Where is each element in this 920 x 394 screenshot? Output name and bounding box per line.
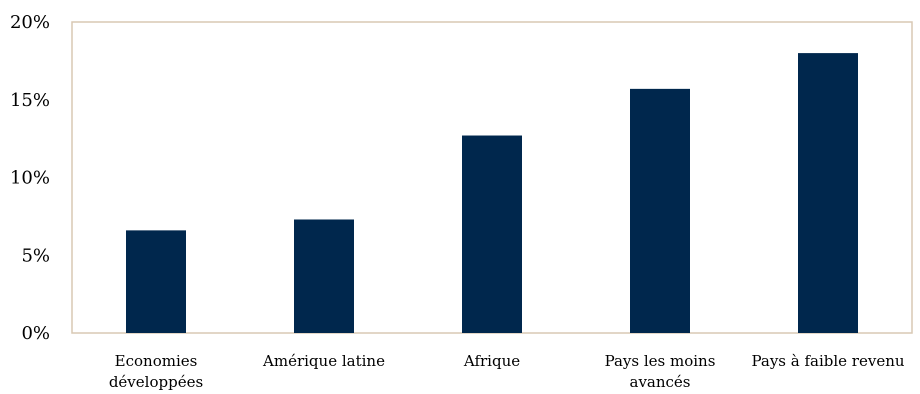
bars <box>126 53 858 334</box>
y-tick-label: 0% <box>21 323 50 344</box>
x-category-label: Amérique latine <box>262 352 385 370</box>
bar <box>798 53 858 333</box>
bar <box>126 230 186 333</box>
y-tick-label: 15% <box>10 90 50 111</box>
bar <box>294 219 354 333</box>
x-category-label: Pays à faible revenu <box>751 352 904 370</box>
x-category-label: Economies développées <box>109 352 203 391</box>
x-category-label: Afrique <box>463 352 520 370</box>
bar <box>462 135 522 333</box>
y-tick-label: 5% <box>21 245 50 266</box>
x-axis: Economies développées Amérique latine Afriq… <box>109 352 905 391</box>
y-tick-label: 10% <box>10 168 50 189</box>
bar <box>630 88 690 334</box>
y-tick-label: 20% <box>10 12 50 33</box>
y-axis: 0% 5% 10% 15% 20% <box>10 12 50 344</box>
x-category-label: Pays les moins avancés <box>605 352 716 391</box>
